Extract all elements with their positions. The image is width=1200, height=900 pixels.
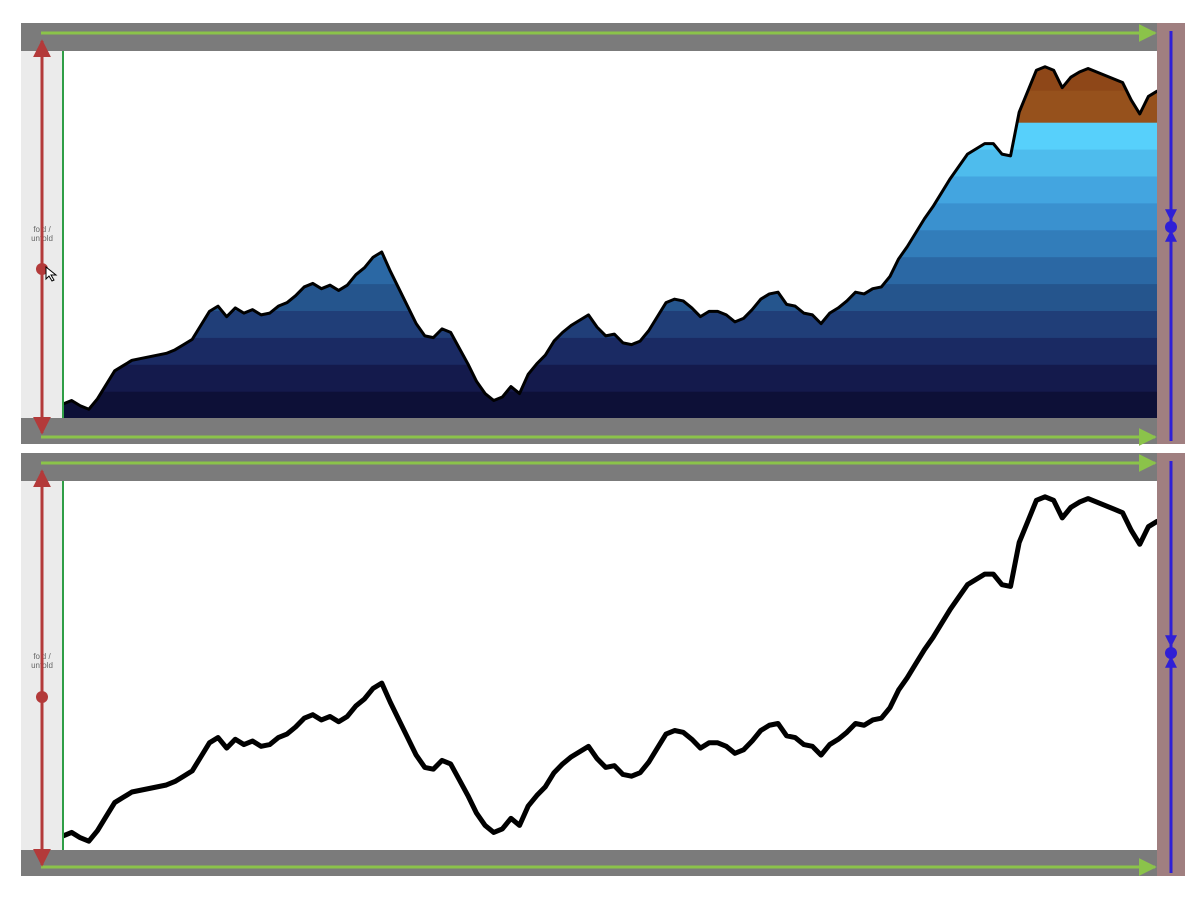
- blue-band-11: [63, 122, 1157, 150]
- bottom-series-detail-4: [63, 496, 1157, 843]
- top-series-line: [63, 65, 1157, 411]
- blue-band-3: [63, 337, 1157, 365]
- blue-band-6: [63, 256, 1157, 285]
- bottom-frame-bar: [21, 850, 1157, 876]
- blue-band-1: [63, 391, 1157, 418]
- top-plot-area: [63, 51, 1157, 418]
- top-area-chart: [63, 51, 1157, 418]
- bottom-series-line: [63, 494, 1157, 844]
- fold-label-line-2: unfold: [31, 661, 53, 670]
- top-frame-bar: [21, 23, 1157, 51]
- fold-label-line-2: unfold: [31, 234, 53, 243]
- bottom-series-detail-2: [63, 496, 1157, 843]
- bottom-series-detail-3: [63, 495, 1157, 842]
- top-banded-area: [63, 51, 1157, 418]
- blue-band-handle[interactable]: [1165, 221, 1177, 233]
- blue-band-8: [63, 202, 1157, 231]
- fold-unfold-label: fold / unfold: [21, 652, 63, 670]
- top-chart-panel: fold / unfold: [21, 23, 1185, 446]
- fold-label-line-1: fold /: [33, 652, 51, 661]
- brown-band-1: [63, 90, 1157, 123]
- blue-band-5: [63, 283, 1157, 311]
- fold-label-line-1: fold /: [33, 225, 51, 234]
- blue-band-7: [63, 229, 1157, 258]
- right-control-rail: [1157, 453, 1185, 876]
- bottom-line-chart: [63, 494, 1157, 844]
- bottom-chart-panel: fold / unfold: [21, 453, 1185, 876]
- blue-band-10: [63, 149, 1157, 177]
- fold-toggle-handle[interactable]: [36, 691, 48, 703]
- brown-band-3: [63, 51, 1157, 59]
- mouse-cursor-icon: [45, 266, 58, 282]
- fold-toggle-handle[interactable]: [36, 263, 48, 275]
- blue-band-handle[interactable]: [1165, 647, 1177, 659]
- bottom-series-detail-1: [63, 497, 1157, 843]
- blue-band-9: [63, 175, 1157, 204]
- top-frame-bar: [21, 453, 1157, 481]
- right-control-rail: [1157, 23, 1185, 444]
- brown-band-2: [63, 66, 1157, 91]
- blue-band-2: [63, 364, 1157, 392]
- bottom-plot-area: [63, 481, 1157, 850]
- fold-unfold-label: fold / unfold: [21, 225, 63, 243]
- bottom-frame-bar: [21, 418, 1157, 444]
